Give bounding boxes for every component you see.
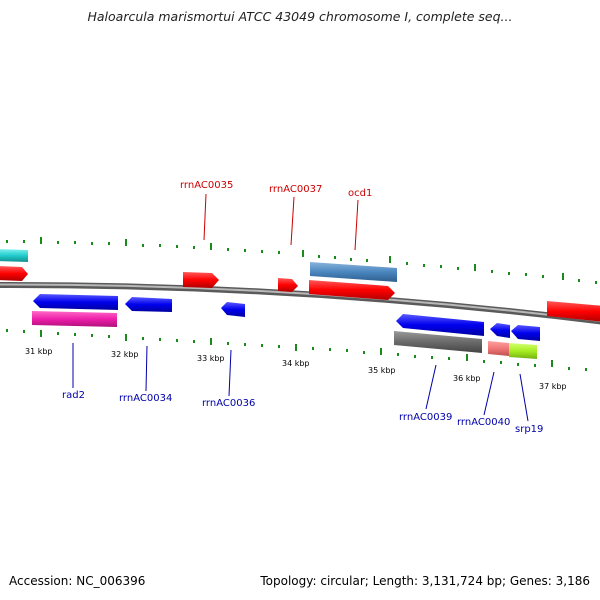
kbp-label: 32 kbp	[111, 350, 139, 359]
gene-label-rrnac0036[interactable]: rrnAC0036	[202, 398, 255, 409]
gene-feature[interactable]	[394, 331, 482, 353]
kbp-label: 34 kbp	[282, 359, 310, 368]
forward-strand-features	[0, 249, 600, 322]
gene-label-rrnac0037[interactable]: rrnAC0037	[269, 184, 322, 195]
gene-feature-rad2[interactable]	[33, 294, 118, 310]
gene-feature[interactable]	[509, 343, 537, 359]
gene-feature[interactable]	[32, 311, 117, 327]
kbp-label: 36 kbp	[453, 374, 481, 383]
inner-tick-ring	[6, 329, 587, 371]
kbp-label: 31 kbp	[25, 347, 53, 356]
reverse-labels: rad2 rrnAC0034 rrnAC0036 rrnAC0039 rrnAC…	[62, 343, 543, 435]
gene-feature[interactable]	[396, 314, 484, 336]
gene-feature[interactable]	[278, 278, 298, 292]
gene-feature[interactable]	[511, 325, 540, 341]
outer-tick-ring	[6, 237, 597, 284]
gene-label-rrnac0034[interactable]: rrnAC0034	[119, 393, 172, 404]
gene-label-rrnac0039[interactable]: rrnAC0039	[399, 412, 452, 423]
kbp-ruler-labels: 31 kbp 32 kbp 33 kbp 34 kbp 35 kbp 36 kb…	[25, 347, 567, 391]
gene-label-rrnac0035[interactable]: rrnAC0035	[180, 180, 233, 191]
gene-feature[interactable]	[547, 301, 600, 322]
gene-label-rrnac0040[interactable]: rrnAC0040	[457, 417, 510, 428]
gene-feature[interactable]	[221, 302, 245, 317]
accession-text: Accession: NC_006396	[9, 574, 146, 588]
gene-label-srp19[interactable]: srp19	[515, 424, 543, 435]
gene-feature[interactable]	[0, 249, 28, 262]
gene-label-ocd1[interactable]: ocd1	[348, 188, 372, 199]
reverse-strand-features	[32, 294, 540, 359]
gene-feature[interactable]	[488, 341, 509, 356]
gene-label-rad2[interactable]: rad2	[62, 390, 85, 401]
gene-feature[interactable]	[0, 266, 28, 281]
kbp-label: 33 kbp	[197, 354, 225, 363]
kbp-label: 37 kbp	[539, 382, 567, 391]
forward-labels: rrnAC0035 rrnAC0037 ocd1	[180, 180, 372, 251]
map-title: Haloarcula marismortui ATCC 43049 chromo…	[87, 9, 513, 24]
gene-feature[interactable]	[125, 297, 172, 312]
gene-feature[interactable]	[183, 272, 219, 288]
gene-feature[interactable]	[309, 280, 395, 300]
kbp-label: 35 kbp	[368, 366, 396, 375]
genome-stats-text: Topology: circular; Length: 3,131,724 bp…	[260, 574, 590, 588]
gene-feature-ocd1[interactable]	[310, 262, 397, 282]
gene-feature[interactable]	[490, 323, 510, 338]
